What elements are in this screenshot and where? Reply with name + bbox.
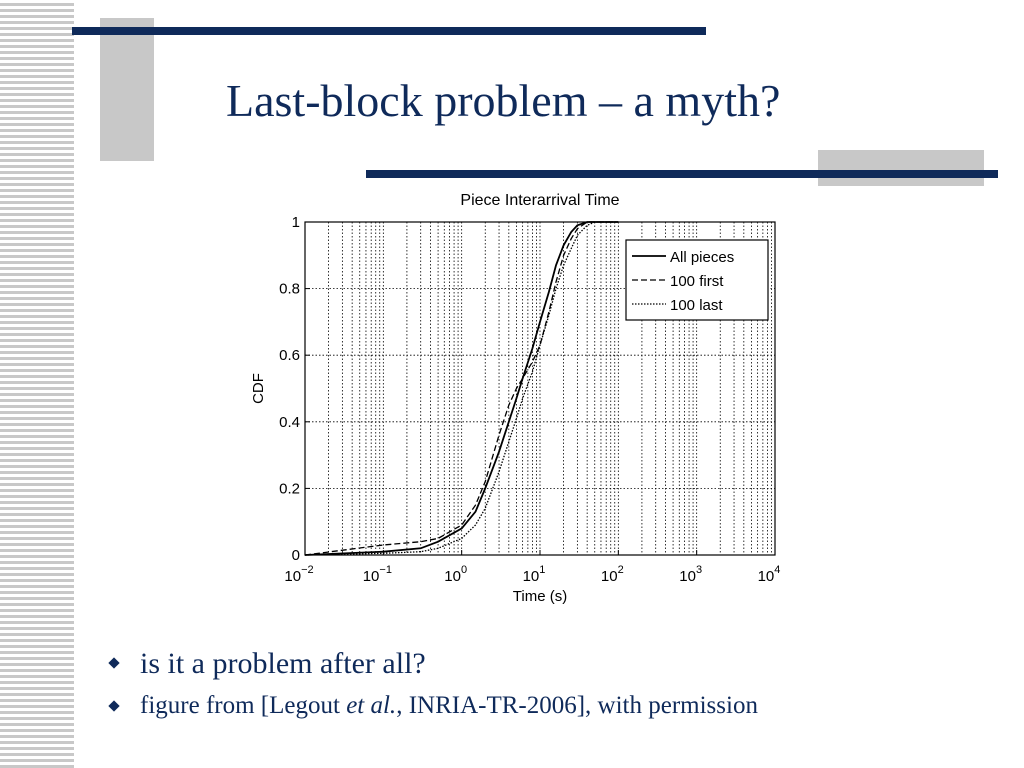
legend-box	[625, 239, 769, 321]
series-line-all-pieces	[304, 221, 619, 556]
citation-text-post: , INRIA-TR-2006], with permission	[396, 692, 758, 719]
y-tick-label: 0.8	[279, 281, 300, 298]
bullet-item-citation: figure from [Legout et al., INRIA-TR-200…	[104, 686, 758, 726]
diamond-bullet-icon	[108, 700, 120, 712]
series-line-100-first	[304, 221, 619, 556]
x-tick-exponent: −1	[379, 564, 392, 576]
y-tick-label: 0.6	[279, 347, 300, 364]
y-tick-label: 0.4	[279, 414, 300, 431]
x-tick-label: 10−2	[284, 564, 313, 585]
x-tick-exponent: 1	[539, 564, 545, 576]
gray-block-right	[818, 150, 984, 186]
left-stripe-band	[0, 0, 74, 768]
x-tick-label: 100	[444, 564, 467, 585]
x-tick-exponent: 3	[696, 564, 702, 576]
x-tick-label: 102	[601, 564, 624, 585]
citation-text-italic: et al.	[346, 692, 397, 719]
top-rule	[72, 27, 706, 35]
x-axis-label: Time (s)	[513, 588, 567, 605]
x-tick-exponent: 2	[618, 564, 624, 576]
y-axis-label: CDF	[250, 373, 267, 404]
chart-title: Piece Interarrival Time	[460, 192, 619, 209]
legend-label: 100 last	[670, 297, 723, 314]
y-tick-label: 0	[292, 547, 300, 564]
x-tick-exponent: −2	[301, 564, 314, 576]
bullet-list: is it a problem after all? figure from […	[104, 642, 758, 726]
legend-label: 100 first	[670, 273, 724, 290]
x-tick-label: 101	[523, 564, 546, 585]
x-tick-label: 10−1	[363, 564, 392, 585]
bottom-rule	[366, 170, 998, 178]
bullet-text: is it a problem after all?	[140, 647, 426, 680]
diamond-bullet-icon	[108, 657, 120, 669]
x-tick-exponent: 0	[461, 564, 467, 576]
x-tick-exponent: 4	[774, 564, 780, 576]
x-tick-label: 103	[679, 564, 702, 585]
y-tick-label: 0.2	[279, 480, 300, 497]
cdf-chart: 10−2 10−1 100 101 102 103 10400.20.40.60.81Pie…	[250, 192, 781, 605]
slide-title: Last-block problem – a myth?	[226, 75, 781, 126]
legend-label: All pieces	[670, 249, 734, 266]
series-line-100-last	[304, 221, 619, 556]
bullet-item: is it a problem after all?	[104, 642, 758, 686]
citation-text-pre: figure from [Legout	[140, 692, 347, 719]
x-tick-label: 104	[758, 564, 781, 585]
y-tick-label: 1	[292, 214, 300, 231]
gray-block-top-left	[100, 18, 154, 161]
